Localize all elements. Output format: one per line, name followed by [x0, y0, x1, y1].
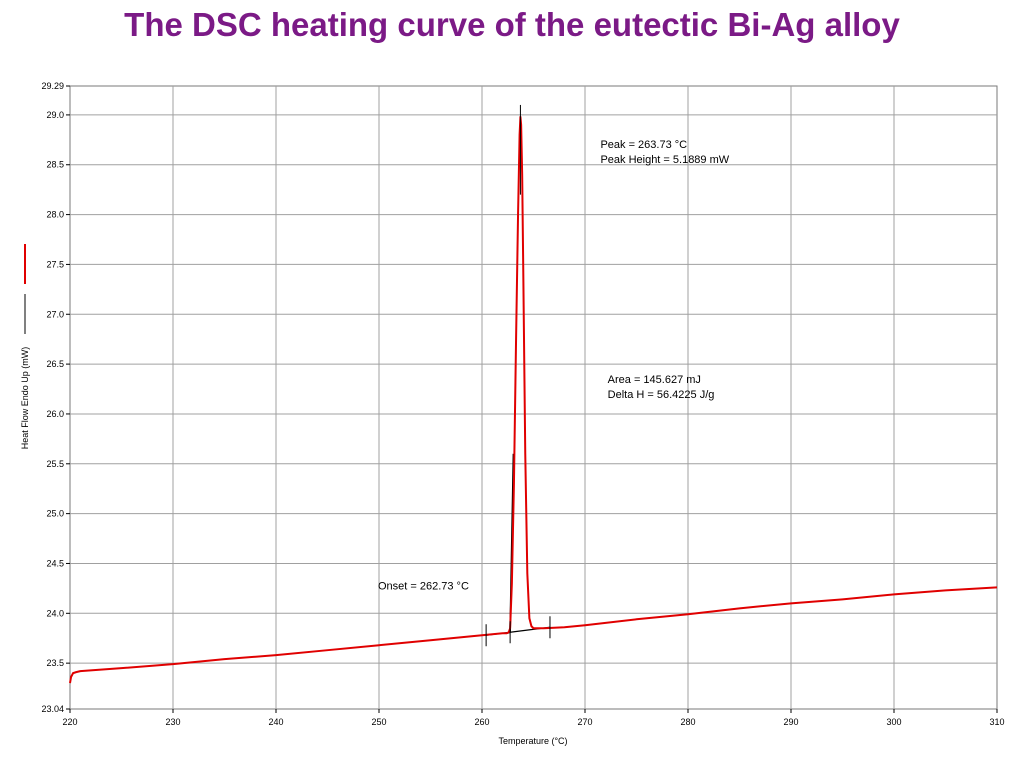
x-tick-label: 300	[886, 717, 901, 727]
y-tick-label: 24.5	[46, 558, 64, 568]
markers-group	[485, 104, 551, 647]
x-tick-label: 250	[371, 717, 386, 727]
y-tick-label: 29.29	[41, 81, 64, 91]
y-tick-label: 27.5	[46, 259, 64, 269]
y-axis-title: Heat Flow Endo Up (mW)	[20, 347, 30, 450]
y-tick-label: 23.04	[41, 704, 64, 714]
y-tick-label: 27.0	[46, 309, 64, 319]
y-tick-labels: 23.04 23.5 24.0 24.5 25.0 25.5 26.0 26.5 27.0 27.…	[41, 81, 64, 714]
grid-horizontal	[66, 85, 997, 710]
y-tick-label: 26.5	[46, 359, 64, 369]
x-tick-label: 280	[680, 717, 695, 727]
series-line-heat-flow	[69, 115, 998, 684]
series-group	[69, 115, 998, 684]
annotations-group: Peak = 263.73 °C Peak Height = 5.1889 mW A…	[378, 139, 730, 593]
y-tick-label: 25.0	[46, 509, 64, 519]
annotation-peak-line: Peak = 263.73 °C	[600, 139, 687, 151]
x-tick-labels: 220 230 240 250 260 270 280 290 300 310	[62, 717, 1004, 727]
y-tick-label: 29.0	[46, 110, 64, 120]
x-tick-label: 260	[474, 717, 489, 727]
plot-area-frame	[69, 85, 998, 710]
x-axis-title: Temperature (°C)	[498, 736, 567, 746]
annotation-area-line: Area = 145.627 mJ	[608, 374, 701, 386]
annotation-area-line: Delta H = 56.4225 J/g	[608, 389, 715, 401]
x-tick-label: 220	[62, 717, 77, 727]
x-tick-label: 240	[268, 717, 283, 727]
x-tick-label: 310	[989, 717, 1004, 727]
slide-title: The DSC heating curve of the eutectic Bi…	[124, 6, 900, 43]
grid-vertical	[69, 86, 998, 713]
x-tick-label: 270	[577, 717, 592, 727]
y-tick-label: 24.0	[46, 608, 64, 618]
x-tick-label: 230	[165, 717, 180, 727]
annotation-peak-line: Peak Height = 5.1889 mW	[600, 154, 729, 166]
y-tick-label: 28.5	[46, 160, 64, 170]
x-tick-label: 290	[783, 717, 798, 727]
y-tick-label: 28.0	[46, 210, 64, 220]
y-tick-label: 25.5	[46, 459, 64, 469]
annotation-onset-line: Onset = 262.73 °C	[378, 580, 469, 592]
y-tick-label: 23.5	[46, 658, 64, 668]
y-tick-label: 26.0	[46, 409, 64, 419]
